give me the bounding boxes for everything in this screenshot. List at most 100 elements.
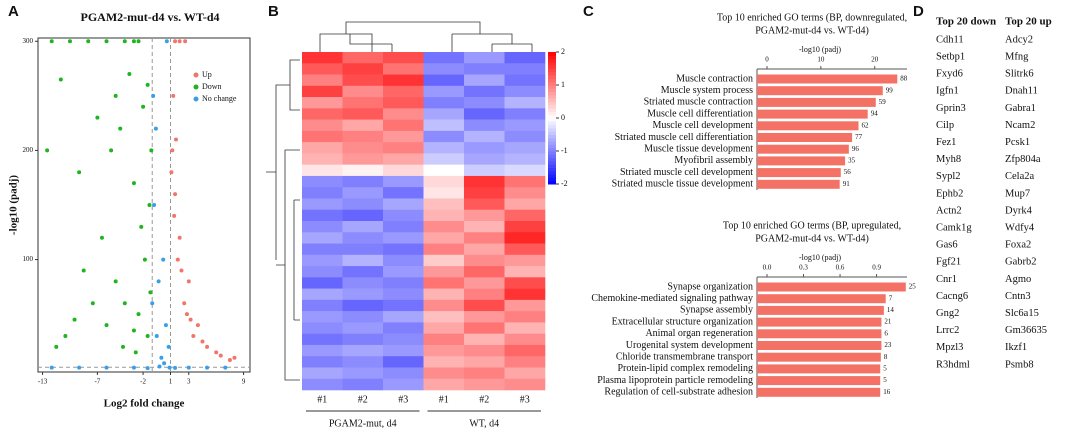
- bar: [757, 305, 884, 315]
- point: [120, 344, 125, 349]
- heat-cell: [342, 378, 384, 391]
- heat-cell: [342, 356, 384, 368]
- heat-cell: [302, 344, 343, 357]
- y-tick-label: Chloride transmembrane transport: [616, 351, 753, 362]
- chart-title: PGAM2-mut-d4 vs. WT-d4): [755, 25, 869, 36]
- y-tick-label: Muscle cell differentiation: [647, 108, 753, 119]
- heat-cell: [464, 311, 505, 323]
- colorbar-label: -1: [561, 146, 568, 155]
- data-label: 91: [843, 180, 851, 188]
- heat-cell: [423, 175, 465, 188]
- heat-cell: [342, 288, 384, 301]
- heat-cell: [464, 356, 505, 368]
- heat-cell: [383, 85, 424, 98]
- table-cell: Cela2a: [1005, 171, 1034, 182]
- data-label: 25: [909, 283, 917, 291]
- heat-cell: [504, 311, 546, 323]
- heat-cell: [423, 142, 465, 154]
- heat-cell: [423, 198, 465, 211]
- point: [67, 39, 72, 44]
- table-cell: Adcy2: [1005, 34, 1033, 45]
- table-cell: Psmb8: [1005, 359, 1034, 370]
- heat-cell: [383, 367, 424, 380]
- heat-cell: [302, 198, 343, 211]
- data-label: 8: [884, 353, 888, 361]
- colorbar-step: [548, 164, 556, 168]
- column-label: #2: [358, 394, 368, 405]
- bar: [757, 364, 881, 374]
- legend-marker: [193, 84, 199, 90]
- colorbar-step: [548, 111, 556, 116]
- heat-cell: [383, 221, 424, 233]
- point: [131, 39, 136, 44]
- point: [173, 365, 178, 370]
- table-header: Top 20 down: [936, 16, 996, 28]
- heat-cell: [342, 119, 384, 132]
- point: [172, 213, 177, 218]
- data-label: 77: [855, 133, 863, 141]
- heat-cell: [423, 187, 465, 199]
- data-label: 88: [900, 75, 908, 83]
- heat-cell: [383, 288, 424, 301]
- heat-cell: [464, 85, 505, 98]
- point: [186, 279, 191, 284]
- y-tick-label: Extracellular structure organization: [612, 316, 753, 327]
- heat-cell: [464, 119, 505, 132]
- point: [205, 365, 210, 370]
- y-tick-label: Muscle contraction: [676, 73, 753, 84]
- point: [136, 312, 141, 317]
- colorbar-step: [548, 177, 556, 182]
- dendrogram: [266, 21, 533, 381]
- point: [171, 93, 176, 98]
- heat-cell: [383, 130, 424, 143]
- heat-cell: [302, 153, 343, 165]
- point: [169, 170, 174, 175]
- heat-cell: [342, 164, 384, 177]
- table-cell: Cntn3: [1005, 291, 1031, 302]
- heat-cell: [342, 97, 384, 109]
- heat-cell: [504, 266, 546, 278]
- y-tick-label: Muscle tissue development: [644, 143, 753, 154]
- legend-label: No change: [202, 94, 237, 103]
- heat-cell: [504, 299, 546, 312]
- heat-cell: [383, 187, 424, 199]
- heat-cell: [383, 108, 424, 120]
- bar: [757, 376, 881, 386]
- bar: [757, 294, 886, 304]
- point: [142, 257, 147, 262]
- heat-cell: [342, 277, 384, 289]
- heat-cell: [504, 221, 546, 233]
- chart-title: PGAM2-mut-d4 vs. WT-d4): [755, 233, 869, 244]
- heat-cell: [423, 299, 465, 312]
- y-tick-label: 100: [23, 255, 34, 263]
- point: [151, 93, 156, 98]
- heat-cell: [342, 108, 384, 120]
- bar: [757, 156, 846, 166]
- heat-cell: [504, 367, 546, 380]
- heat-cell: [342, 243, 384, 256]
- colorbar-step: [548, 137, 556, 142]
- y-tick-label: Protein-lipid complex remodeling: [617, 363, 753, 374]
- bar: [757, 179, 840, 189]
- heat-cell: [302, 378, 343, 391]
- colorbar-step: [548, 144, 556, 149]
- heat-cell: [464, 243, 505, 256]
- point: [109, 148, 114, 153]
- colorbar-label: 2: [561, 47, 565, 56]
- point: [157, 364, 162, 369]
- data-label: 56: [844, 168, 852, 176]
- point: [54, 344, 59, 349]
- column-label: #3: [520, 394, 530, 405]
- table-cell: Foxa2: [1005, 240, 1031, 251]
- point: [113, 93, 118, 98]
- table-cell: Camk1g: [936, 223, 972, 234]
- table-cell: Actn2: [936, 205, 962, 216]
- heat-cell: [302, 97, 343, 109]
- table-cell: Mfng: [1005, 52, 1029, 63]
- point: [227, 357, 232, 362]
- heat-cell: [423, 277, 465, 289]
- heat-cell: [464, 164, 505, 177]
- heat-cell: [342, 142, 384, 154]
- table-cell: Sypl2: [936, 171, 961, 182]
- heat-cell: [464, 299, 505, 312]
